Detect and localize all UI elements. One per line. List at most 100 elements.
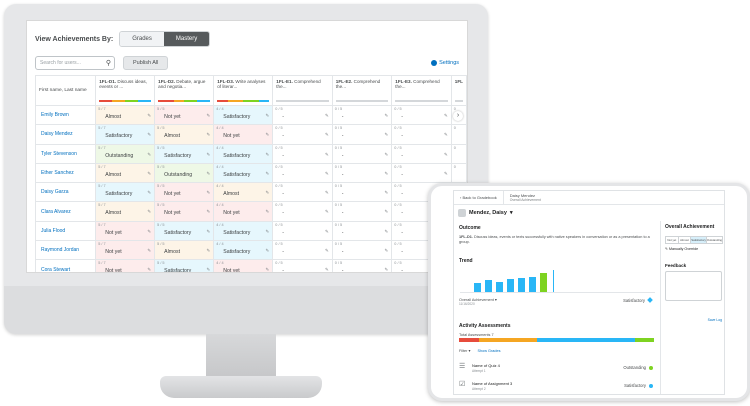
mastery-cell[interactable]: 5 / 7 Almost ✎ xyxy=(95,104,156,126)
edit-icon[interactable]: ✎ xyxy=(384,151,389,157)
level-option[interactable]: Almost xyxy=(679,237,692,243)
mastery-cell[interactable]: 0 / 5 - ✎ xyxy=(272,220,333,242)
mastery-cell[interactable]: 4 / 4 Not yet ✎ xyxy=(213,201,274,222)
mastery-cell[interactable]: 0 / 5 - ✎ xyxy=(331,104,393,126)
edit-icon[interactable]: ✎ xyxy=(206,190,211,196)
edit-icon[interactable]: ✎ xyxy=(265,190,270,196)
mastery-cell[interactable]: 5 / 5 Satisfactory ✎ xyxy=(154,259,215,273)
save-log-button[interactable]: Save Log xyxy=(707,318,722,322)
mastery-cell[interactable]: 0 / 5 - ✎ xyxy=(272,182,333,203)
mastery-cell[interactable]: 5 / 5 Satisfactory ✎ xyxy=(154,143,215,164)
student-name-link[interactable]: Tyler Stevenson xyxy=(34,143,97,164)
student-name-link[interactable]: Emily Brown xyxy=(34,104,97,126)
level-option[interactable]: Satisfactory xyxy=(691,237,707,243)
edit-icon[interactable]: ✎ xyxy=(147,190,152,196)
mastery-cell[interactable]: 0 / 5 - ✎ xyxy=(391,124,452,145)
mastery-cell[interactable]: 5 / 7 Not yet ✎ xyxy=(95,240,156,261)
mastery-cell[interactable]: 5 / 5 Almost ✎ xyxy=(154,124,215,145)
mastery-cell[interactable]: 4 / 4 Not yet ✎ xyxy=(213,124,274,145)
mastery-cell[interactable]: 0 / 5 - ✎ xyxy=(331,240,393,261)
student-name-link[interactable]: Clara Alvarez xyxy=(34,201,97,222)
edit-icon[interactable]: ✎ xyxy=(325,248,329,254)
mastery-cell[interactable]: 0 xyxy=(450,162,467,184)
edit-icon[interactable]: ✎ xyxy=(147,209,152,215)
search-icon[interactable]: ⚲ xyxy=(105,60,111,67)
mastery-cell[interactable]: 5 / 5 Not yet ✎ xyxy=(154,104,215,126)
outcome-column-header[interactable]: 1FL-D3. Write analyses of literar... xyxy=(213,75,274,106)
mastery-cell[interactable]: 0 / 5 - ✎ xyxy=(272,162,333,184)
edit-icon[interactable]: ✎ xyxy=(147,170,152,176)
mastery-cell[interactable]: 4 / 4 Satisfactory ✎ xyxy=(213,143,274,164)
mastery-cell[interactable]: 5 / 5 Not yet ✎ xyxy=(154,182,215,203)
name-column-header[interactable]: First name, Last name xyxy=(34,75,97,106)
edit-icon[interactable]: ✎ xyxy=(265,248,270,254)
mastery-cell[interactable]: 0 / 5 - ✎ xyxy=(331,220,393,242)
mastery-cell[interactable]: 0 / 5 - ✎ xyxy=(272,240,333,261)
student-name-link[interactable]: Daisy Garza xyxy=(34,182,97,203)
mastery-cell[interactable]: 0 / 5 - ✎ xyxy=(272,124,333,145)
edit-icon[interactable]: ✎ xyxy=(265,170,270,176)
edit-icon[interactable]: ✎ xyxy=(206,113,211,118)
mastery-cell[interactable]: 0 / 5 - ✎ xyxy=(331,201,393,222)
show-grades-link[interactable]: Show Grades xyxy=(477,349,501,353)
student-name-link[interactable]: Cora Stewart xyxy=(34,259,97,272)
settings-link[interactable]: Settings xyxy=(431,60,459,66)
mastery-cell[interactable]: 0 / 5 - ✎ xyxy=(391,104,452,126)
mastery-cell[interactable]: 4 / 4 Almost ✎ xyxy=(213,182,274,203)
edit-icon[interactable]: ✎ xyxy=(384,228,389,234)
mastery-cell[interactable]: 0 / 5 - ✎ xyxy=(272,143,333,164)
edit-icon[interactable]: ✎ xyxy=(325,151,329,157)
edit-icon[interactable]: ✎ xyxy=(206,267,211,273)
edit-icon[interactable]: ✎ xyxy=(325,132,329,138)
toggle-mastery[interactable]: Mastery xyxy=(163,32,210,46)
edit-icon[interactable]: ✎ xyxy=(384,132,389,138)
manually-override-link[interactable]: ✎ Manually Override xyxy=(665,247,699,251)
edit-icon[interactable]: ✎ xyxy=(265,132,270,138)
outcome-column-header[interactable]: 1FL-E3. Comprehend the... xyxy=(391,75,452,106)
search-input[interactable]: Search for users... ⚲ xyxy=(35,56,115,70)
mastery-cell[interactable]: 4 / 4 Satisfactory ✎ xyxy=(213,162,274,184)
mastery-cell[interactable]: 0 / 5 - ✎ xyxy=(272,201,333,222)
mastery-cell[interactable]: 0 xyxy=(450,124,467,145)
edit-icon[interactable]: ✎ xyxy=(265,209,270,215)
edit-icon[interactable]: ✎ xyxy=(325,267,329,273)
edit-icon[interactable]: ✎ xyxy=(206,132,211,138)
edit-icon[interactable]: ✎ xyxy=(147,228,152,234)
edit-icon[interactable]: ✎ xyxy=(325,170,329,176)
student-name-link[interactable]: Julia Flood xyxy=(34,220,97,242)
activity-item[interactable]: ☰ Name of Quiz 4 Attempt 1 Outstanding xyxy=(459,361,654,377)
mastery-cell[interactable]: 4 / 4 Satisfactory ✎ xyxy=(213,240,274,261)
mastery-cell[interactable]: 0 xyxy=(450,143,467,164)
edit-icon[interactable]: ✎ xyxy=(147,132,152,138)
edit-icon[interactable]: ✎ xyxy=(444,151,448,157)
edit-icon[interactable]: ✎ xyxy=(206,248,211,254)
edit-icon[interactable]: ✎ xyxy=(147,151,152,157)
edit-icon[interactable]: ✎ xyxy=(384,209,389,215)
edit-icon[interactable]: ✎ xyxy=(265,267,270,273)
student-name-link[interactable]: Ether Sanchez xyxy=(34,162,97,184)
outcome-column-header[interactable]: 1FL-E2. Comprehend the... xyxy=(331,75,393,106)
edit-icon[interactable]: ✎ xyxy=(384,248,389,254)
mastery-cell[interactable]: 4 / 4 Satisfactory ✎ xyxy=(213,104,274,126)
edit-icon[interactable]: ✎ xyxy=(265,113,270,118)
edit-icon[interactable]: ✎ xyxy=(384,113,389,118)
edit-icon[interactable]: ✎ xyxy=(444,113,448,118)
publish-all-button[interactable]: Publish All xyxy=(123,56,169,70)
edit-icon[interactable]: ✎ xyxy=(265,228,270,234)
edit-icon[interactable]: ✎ xyxy=(384,170,389,176)
edit-icon[interactable]: ✎ xyxy=(325,228,329,234)
toggle-grades[interactable]: Grades xyxy=(120,32,164,46)
outcome-column-header[interactable]: 1FL-D1. Discuss ideas, events or ... xyxy=(95,75,156,106)
mastery-cell[interactable]: 0 / 5 - ✎ xyxy=(331,259,393,272)
edit-icon[interactable]: ✎ xyxy=(444,170,448,176)
mastery-cell[interactable]: 0 / 5 - ✎ xyxy=(331,143,393,164)
mastery-cell[interactable]: 0 / 5 - ✎ xyxy=(331,124,393,145)
scroll-right-button[interactable]: › xyxy=(453,111,463,121)
mastery-cell[interactable]: 0 / 5 - ✎ xyxy=(391,143,452,164)
level-option[interactable]: Not yet xyxy=(666,237,679,243)
mastery-cell[interactable]: 5 / 7 Outstanding ✎ xyxy=(95,143,156,164)
mastery-cell[interactable]: 5 / 7 Almost ✎ xyxy=(95,162,156,184)
mastery-cell[interactable]: 5 / 5 Outstanding ✎ xyxy=(154,162,215,184)
mastery-cell[interactable]: 5 / 7 Almost ✎ xyxy=(95,201,156,222)
mastery-cell[interactable]: 5 / 7 Not yet ✎ xyxy=(95,259,156,272)
